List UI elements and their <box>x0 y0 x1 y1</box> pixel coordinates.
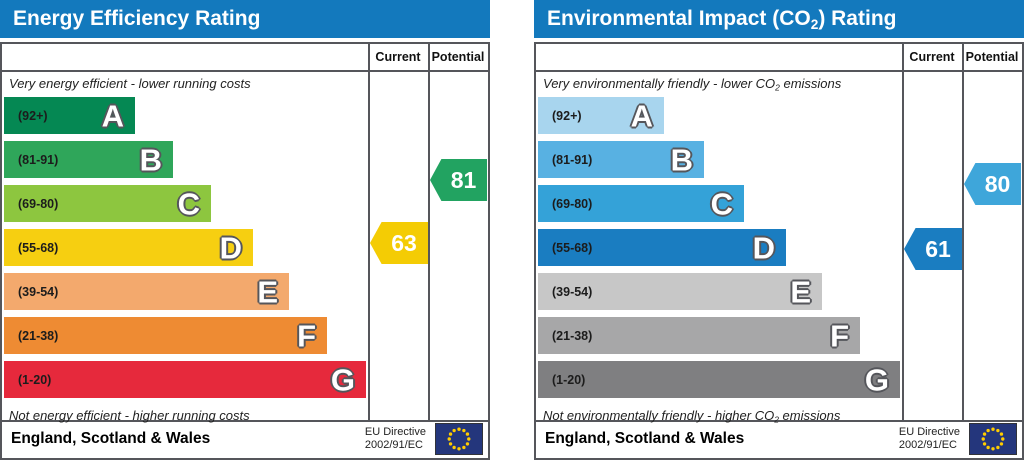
caption-top-text: Very environmentally friendly - lower CO <box>543 76 776 91</box>
panel-title: Environmental Impact (CO2) Rating <box>534 0 1024 38</box>
caption-bottom-text: Not energy efficient - higher running co… <box>9 408 250 423</box>
panel-title-text: Energy Efficiency Rating <box>13 7 261 30</box>
band-row-f: (21-38) F <box>538 317 860 354</box>
caption-top: Very environmentally friendly - lower CO… <box>536 72 1022 94</box>
band-row-d: (55-68) D <box>4 229 253 266</box>
eu-directive-label: EU Directive 2002/91/EC <box>899 426 960 452</box>
band-letter: A <box>630 98 653 133</box>
band-range-label: (55-68) <box>552 240 593 255</box>
band-row-e: (39-54) E <box>538 273 822 310</box>
band-row-b: (81-91) B <box>4 141 173 178</box>
environmental-impact-panel: Environmental Impact (CO2) Rating Curren… <box>534 0 1024 460</box>
current-rating-value: 63 <box>391 229 417 256</box>
band-letter: C <box>177 186 200 221</box>
band-row-b: (81-91) B <box>538 141 704 178</box>
potential-column-header: Potential <box>431 50 485 64</box>
caption-bottom-sub: 2 <box>774 414 779 425</box>
caption-bottom: Not energy efficient - higher running co… <box>2 405 488 426</box>
eu-directive-line2: 2002/91/EC <box>898 439 957 451</box>
potential-rating-arrow: 80 <box>964 163 1021 205</box>
band-row-e: (39-54) E <box>4 273 289 310</box>
table-footer-row: England, Scotland & Wales EU Directive 2… <box>536 420 1022 456</box>
eu-directive-label: EU Directive 2002/91/EC <box>365 426 426 452</box>
rating-table: Current Potential Very environmentally f… <box>534 42 1024 460</box>
panel-title-sub: 2 <box>810 16 819 32</box>
table-header-row: Current Potential <box>536 44 1022 72</box>
rating-table: Current Potential Very energy efficient … <box>0 42 490 460</box>
band-letter: A <box>101 98 124 133</box>
band-letter: F <box>297 318 316 353</box>
band-range-label: (92+) <box>552 108 582 123</box>
column-divider <box>428 44 430 420</box>
caption-bottom-text: Not environmentally friendly - higher CO <box>543 408 775 423</box>
caption-top-sub: 2 <box>775 82 780 93</box>
band-range-label: (81-91) <box>552 152 593 167</box>
panel-title-text: Environmental Impact (CO <box>547 7 811 30</box>
band-row-g: (1-20) G <box>538 361 900 398</box>
potential-rating-arrow: 81 <box>430 159 487 201</box>
eu-flag-icon <box>435 423 483 455</box>
panel-title-text-tail: ) Rating <box>818 7 897 30</box>
band-range-label: (55-68) <box>18 240 59 255</box>
region-label: England, Scotland & Wales <box>545 430 745 447</box>
band-range-label: (1-20) <box>552 372 586 387</box>
band-range-label: (92+) <box>18 108 48 123</box>
band-range-label: (1-20) <box>18 372 52 387</box>
band-range-label: (81-91) <box>18 152 59 167</box>
band-letter: E <box>790 274 811 309</box>
caption-top-tail: emissions <box>779 76 842 91</box>
table-header-row: Current Potential <box>2 44 488 72</box>
band-row-a: (92+) A <box>538 97 664 134</box>
current-rating-arrow: 63 <box>370 222 428 264</box>
eu-directive-line2: 2002/91/EC <box>364 439 423 451</box>
potential-rating-value: 80 <box>984 170 1011 197</box>
potential-column-header: Potential <box>965 50 1019 64</box>
column-divider <box>962 44 964 420</box>
band-letter: G <box>330 362 355 397</box>
band-letter: B <box>670 142 693 177</box>
current-rating-arrow: 61 <box>904 228 962 270</box>
band-range-label: (21-38) <box>18 328 59 343</box>
rating-chart-area: Very environmentally friendly - lower CO… <box>536 72 1022 424</box>
band-range-label: (69-80) <box>18 196 59 211</box>
band-row-a: (92+) A <box>4 97 135 134</box>
band-row-d: (55-68) D <box>538 229 786 266</box>
band-letter: D <box>752 230 775 265</box>
column-divider <box>902 44 904 420</box>
band-letter: D <box>219 230 242 265</box>
band-row-g: (1-20) G <box>4 361 366 398</box>
rating-chart-area: Very energy efficient - lower running co… <box>2 72 488 423</box>
band-row-c: (69-80) C <box>538 185 744 222</box>
column-divider <box>368 44 370 420</box>
band-letter: C <box>710 186 733 221</box>
band-range-label: (21-38) <box>552 328 593 343</box>
caption-bottom-tail: emissions <box>778 408 841 423</box>
region-label: England, Scotland & Wales <box>11 430 211 447</box>
energy-efficiency-panel: Energy Efficiency Rating Current Potenti… <box>0 0 490 460</box>
current-column-header: Current <box>375 50 421 64</box>
caption-bottom: Not environmentally friendly - higher CO… <box>536 405 1022 426</box>
eu-flag-icon <box>969 423 1017 455</box>
eu-directive-line1: EU Directive <box>364 425 426 438</box>
current-rating-value: 61 <box>925 235 951 262</box>
caption-top: Very energy efficient - lower running co… <box>2 72 488 94</box>
band-letter: E <box>257 274 278 309</box>
panel-title: Energy Efficiency Rating <box>0 0 490 38</box>
band-letter: F <box>830 318 849 353</box>
band-letter: B <box>139 142 162 177</box>
table-footer-row: England, Scotland & Wales EU Directive 2… <box>2 420 488 456</box>
caption-top-text: Very energy efficient - lower running co… <box>9 76 251 91</box>
band-range-label: (39-54) <box>552 284 593 299</box>
current-column-header: Current <box>909 50 955 64</box>
potential-rating-value: 81 <box>450 166 477 193</box>
band-row-c: (69-80) C <box>4 185 211 222</box>
band-range-label: (69-80) <box>552 196 593 211</box>
band-range-label: (39-54) <box>18 284 59 299</box>
eu-directive-line1: EU Directive <box>898 425 960 438</box>
band-letter: G <box>864 362 889 397</box>
band-row-f: (21-38) F <box>4 317 327 354</box>
